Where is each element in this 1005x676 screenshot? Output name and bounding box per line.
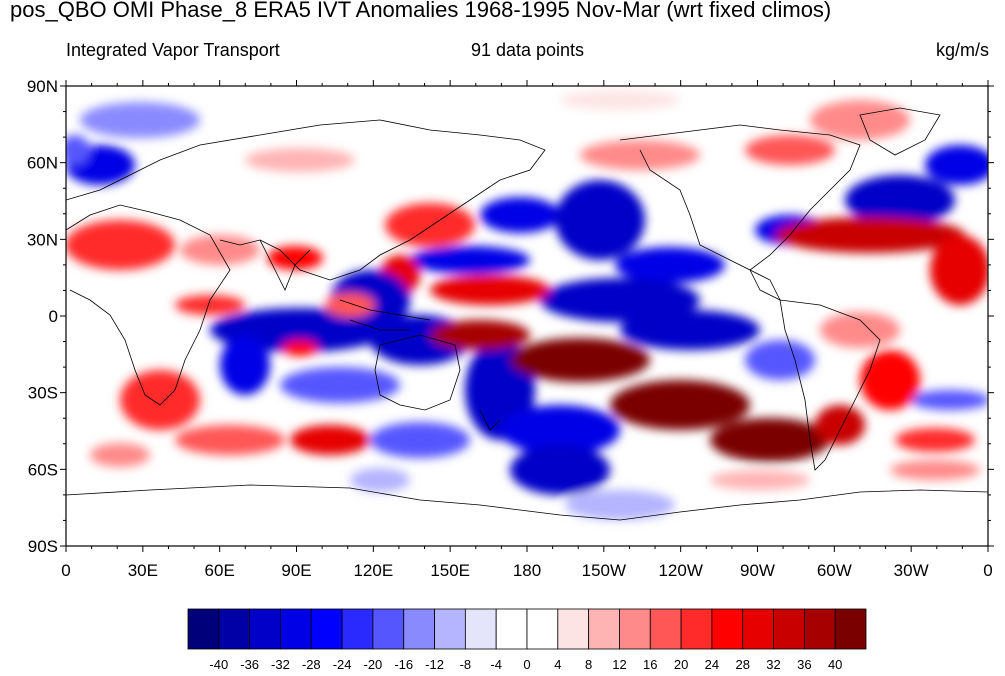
colorbar-label: -40 [209,657,228,672]
lon-label: 120W [658,561,702,580]
colorbar-swatch [187,608,220,650]
colorbar-label: -4 [490,657,502,672]
lon-label: 120E [353,561,393,580]
colorbar-swatch [773,608,805,650]
colorbar-label: 32 [766,657,780,672]
lon-label: 150E [430,561,470,580]
colorbar-swatch [834,608,867,650]
colorbar-swatch [341,608,374,650]
coastlines [66,107,988,521]
lat-label: 30N [27,230,58,249]
colorbar-label: -8 [460,657,472,672]
lat-label: 90S [28,537,58,556]
lon-label: 90E [281,561,311,580]
lon-label: 60W [817,561,852,580]
colorbar-swatch [649,608,682,650]
colorbar-label: 28 [735,657,749,672]
anomaly-field [66,86,988,546]
colorbar-label: 36 [797,657,811,672]
lon-label: 150W [582,561,626,580]
lon-label: 90W [740,561,775,580]
data-points-count: 91 data points [470,40,585,60]
lat-label: 0 [49,307,58,326]
colorbar-swatch [403,608,435,650]
colorbar-swatch [588,608,620,650]
lat-label: 90N [27,77,58,96]
colorbar-label: 0 [523,657,530,672]
colorbar-label: 16 [643,657,657,672]
lon-label: 0 [61,561,70,580]
lon-label: 30W [894,561,929,580]
colorbar-swatch [249,608,281,650]
colorbar-label: -28 [302,657,321,672]
colorbar-swatch [372,608,405,650]
colorbar: -40 -36 -32 -28 -24 -20 -16 -12 -8 -4 0 4 8 12 16 20 24 2… [187,608,867,672]
colorbar-swatch [680,608,713,650]
colorbar-swatch [742,608,774,650]
colorbar-swatch [464,608,497,650]
lat-label: 60S [28,460,58,479]
colorbar-label: -12 [425,657,444,672]
lat-label: 30S [28,384,58,403]
colorbar-label: -24 [333,657,352,672]
colorbar-swatch [434,608,466,650]
lon-label: 0 [983,561,992,580]
colorbar-swatch [280,608,312,650]
latitude-axis: 90N 60N 30N 0 30S 60S 90S [27,77,994,556]
colorbar-swatch [711,608,744,650]
colorbar-label: -20 [364,657,383,672]
colorbar-swatch [803,608,836,650]
colorbar-label: -36 [240,657,259,672]
colorbar-label: 24 [705,657,719,672]
lon-label: 60E [205,561,235,580]
lon-label: 180 [513,561,541,580]
colorbar-swatch [557,608,590,650]
longitude-axis: 0 30E 60E 90E 120E 150E 180 150W 120W 90W 60W 30W 0 [61,80,993,580]
colorbar-swatch [619,608,651,650]
colorbar-swatch [526,608,559,650]
units-label: kg/m/s [935,40,989,60]
colorbar-swatch [495,608,528,650]
colorbar-swatch [310,608,343,650]
colorbar-swatch [218,608,251,650]
map-title: pos_QBO OMI Phase_8 ERA5 IVT Anomalies 1… [10,0,832,22]
colorbar-label: -32 [271,657,290,672]
lon-label: 30E [128,561,158,580]
colorbar-label: 4 [554,657,561,672]
colorbar-label: 40 [828,657,842,672]
colorbar-label: 8 [585,657,592,672]
variable-name: Integrated Vapor Transport [66,40,280,60]
colorbar-label: -16 [394,657,413,672]
lat-label: 60N [27,154,58,173]
colorbar-label: 12 [612,657,626,672]
colorbar-label: 20 [674,657,688,672]
